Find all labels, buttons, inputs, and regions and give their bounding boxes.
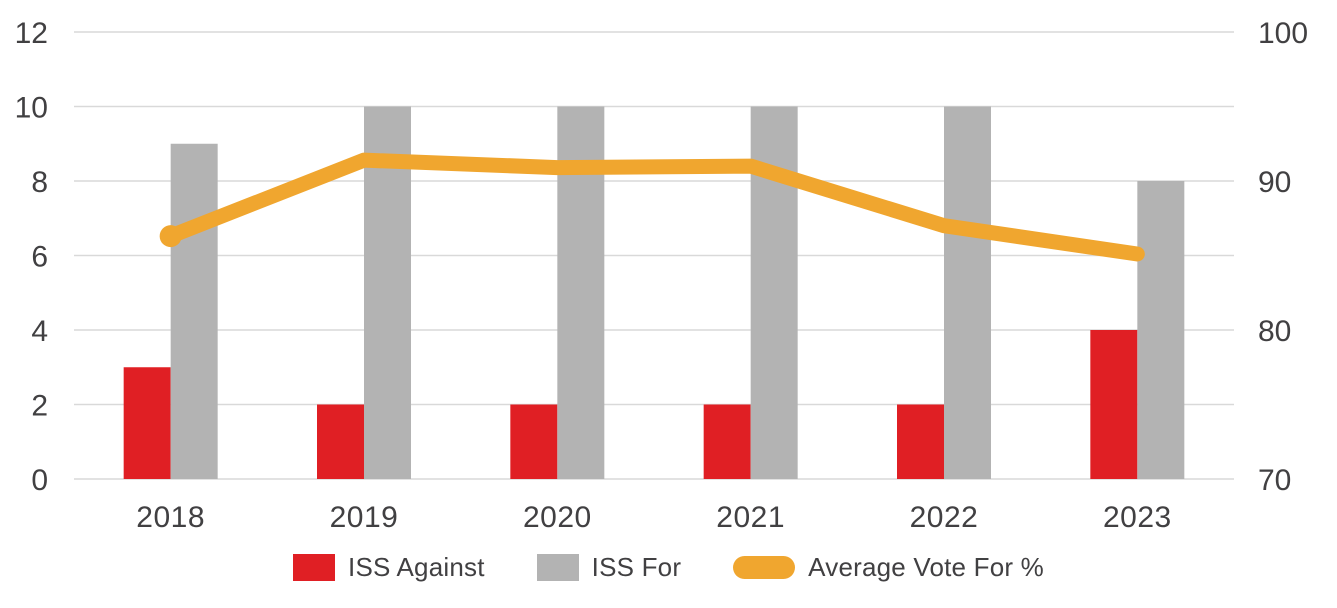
bar-iss-for — [944, 106, 991, 479]
left-axis-tick-label: 2 — [31, 389, 48, 422]
x-axis-label: 2019 — [330, 501, 399, 534]
legend-item-iss-against: ISS Against — [293, 552, 485, 583]
chart-legend: ISS Against ISS For Average Vote For % — [0, 552, 1337, 583]
legend-swatch-iss-against — [293, 554, 336, 581]
left-axis-tick-label: 4 — [31, 315, 48, 348]
legend-label: ISS Against — [348, 552, 485, 582]
bar-iss-against — [123, 367, 171, 479]
legend-label: Average Vote For % — [808, 552, 1044, 582]
right-axis-tick-label: 80 — [1258, 315, 1291, 348]
x-axis-label: 2023 — [1103, 501, 1172, 534]
bar-iss-against — [703, 404, 751, 479]
bar-iss-against — [510, 404, 558, 479]
average-vote-line — [163, 152, 1145, 262]
bar-iss-for — [1137, 181, 1185, 479]
right-axis-tick-label: 70 — [1258, 464, 1291, 497]
chart-plot-area: 0 2 4 6 8 10 12 70 80 90 100 2018 2019 2020 2021 2022 20… — [15, 17, 1308, 534]
bar-iss-for — [170, 143, 218, 479]
x-axis-label: 2022 — [910, 501, 979, 534]
x-axis-label: 2018 — [136, 501, 205, 534]
bar-iss-against — [897, 404, 944, 479]
left-axis-tick-label: 10 — [15, 91, 48, 124]
left-axis-tick-label: 0 — [31, 464, 48, 497]
left-axis-tick-label: 6 — [31, 240, 48, 273]
left-axis-tick-label: 12 — [15, 17, 48, 50]
x-axis-label: 2020 — [523, 501, 592, 534]
right-axis-tick-label: 90 — [1258, 166, 1291, 199]
bar-iss-against — [1090, 330, 1138, 479]
left-axis-tick-label: 8 — [31, 166, 48, 199]
legend-swatch-average-vote-for- — [733, 556, 796, 579]
right-axis-tick-label: 100 — [1258, 17, 1308, 50]
legend-swatch-iss-for — [536, 554, 579, 581]
bar-iss-against — [317, 404, 364, 479]
x-axis-label: 2021 — [716, 501, 785, 534]
legend-item-average-vote-for-: Average Vote For % — [733, 552, 1044, 583]
legend-label: ISS For — [591, 552, 682, 582]
legend-item-iss-for: ISS For — [536, 552, 682, 583]
